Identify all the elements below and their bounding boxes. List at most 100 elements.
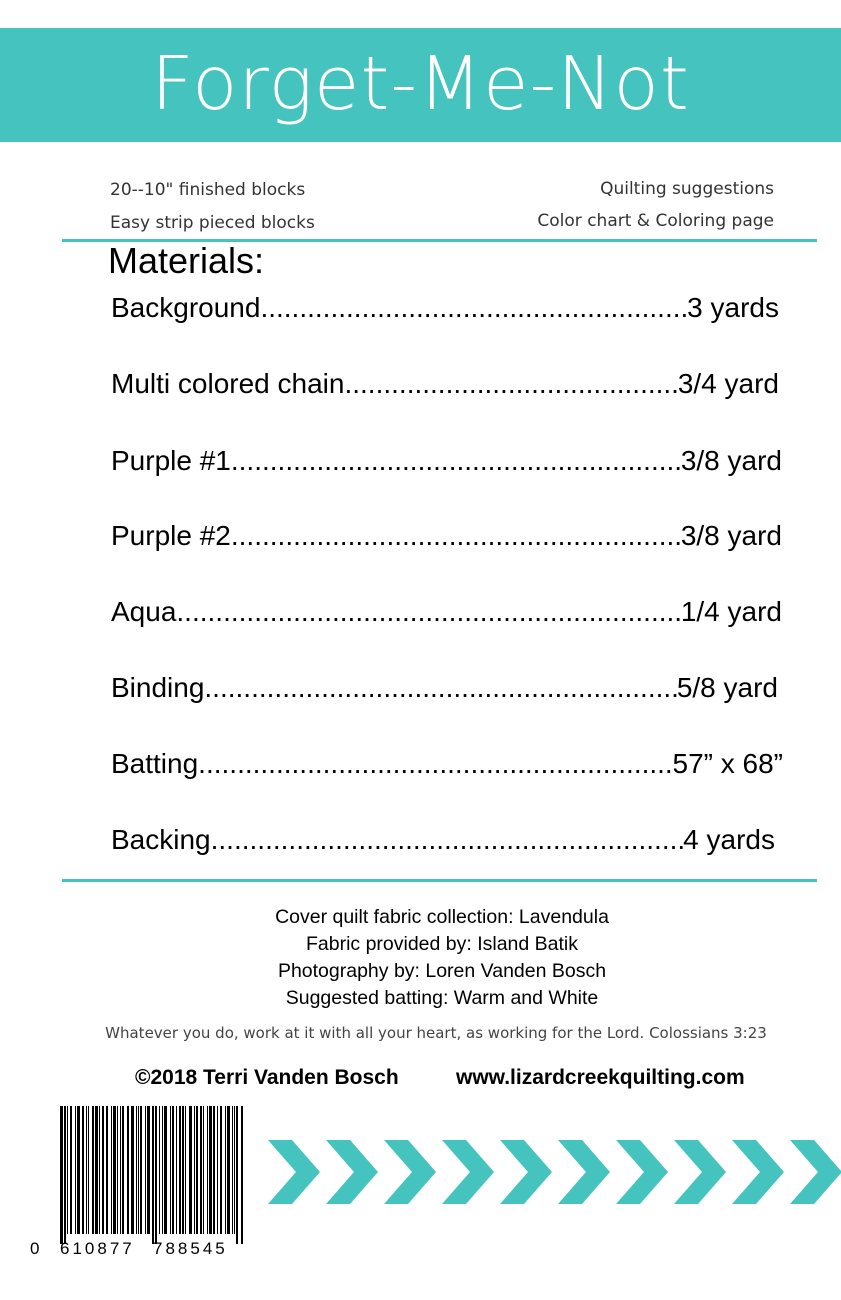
- barcode-bar: [203, 1106, 204, 1234]
- barcode-bar: [138, 1106, 139, 1234]
- barcode-bar: [67, 1106, 68, 1234]
- material-amount: 4 yards: [683, 824, 775, 855]
- dot-leader: ........................................…: [210, 824, 684, 855]
- material-row-background: Background .............................…: [111, 292, 779, 324]
- barcode-bar: [182, 1106, 184, 1234]
- dot-leader: ........................................…: [198, 748, 673, 779]
- barcode-bar: [170, 1106, 171, 1234]
- pattern-title: Forget-Me-Not: [151, 41, 690, 127]
- material-name: Multi colored chain: [111, 368, 345, 399]
- barcode-bar: [234, 1106, 235, 1234]
- top-divider: [62, 239, 817, 242]
- barcode-bar: [127, 1106, 129, 1234]
- credit-photography: Photography by: Loren Vanden Bosch: [277, 960, 607, 982]
- barcode-bar: [196, 1106, 198, 1234]
- barcode-bar: [209, 1106, 212, 1234]
- barcode-bar: [220, 1106, 222, 1234]
- material-amount: 3/4 yard: [677, 368, 779, 399]
- material-row-backing: Backing ................................…: [111, 824, 775, 856]
- material-row-aqua: Aqua ...................................…: [111, 596, 782, 628]
- barcode-bar: [189, 1106, 192, 1234]
- barcode-bar: [111, 1106, 112, 1234]
- credit-fabric-provider: Fabric provided by: Island Batik: [305, 933, 579, 955]
- barcode-bar: [241, 1106, 243, 1244]
- material-amount: 3/8 yard: [680, 445, 782, 476]
- materials-heading: Materials:: [108, 240, 265, 281]
- bible-verse: Whatever you do, work at it with all you…: [105, 1024, 767, 1042]
- barcode-bar: [172, 1106, 174, 1234]
- chevron-arrow: [326, 1140, 378, 1204]
- website-url: www.lizardcreekquilting.com: [456, 1066, 745, 1089]
- barcode-bar: [60, 1106, 63, 1244]
- barcode-bar: [147, 1106, 150, 1234]
- chevron-arrow: [500, 1140, 552, 1204]
- barcode-bar: [131, 1106, 134, 1234]
- dot-leader: ........................................…: [204, 672, 676, 703]
- barcode-bar: [227, 1106, 230, 1234]
- dot-leader: ........................................…: [344, 368, 677, 399]
- barcode-bar: [185, 1106, 186, 1234]
- credit-fabric-collection: Cover quilt fabric collection: Lavendula: [275, 906, 609, 928]
- material-amount: 1/4 yard: [680, 596, 782, 627]
- material-name: Purple #2: [111, 520, 231, 551]
- barcode: 0 610877 788545: [30, 1106, 243, 1256]
- material-row-binding: Binding ................................…: [111, 672, 778, 704]
- material-name: Background: [111, 292, 261, 323]
- barcode-bar: [99, 1106, 100, 1234]
- barcode-bar: [82, 1106, 84, 1234]
- material-row-batting: Batting ................................…: [111, 748, 783, 780]
- barcode-digits-left: 610877: [60, 1239, 135, 1256]
- barcode-bar: [225, 1106, 226, 1234]
- barcode-bar: [64, 1106, 66, 1244]
- barcode-bar: [213, 1106, 215, 1234]
- barcode-bar: [86, 1106, 87, 1234]
- barcode-bars: [60, 1106, 243, 1244]
- material-name: Binding: [111, 672, 205, 703]
- barcode-bar: [176, 1106, 177, 1234]
- chevron-arrow: [268, 1140, 320, 1204]
- barcode-bar: [92, 1106, 94, 1234]
- barcode-bar: [194, 1106, 195, 1234]
- barcode-bar: [77, 1106, 80, 1234]
- dot-leader: ........................................…: [230, 445, 681, 476]
- barcode-bar: [117, 1106, 118, 1234]
- material-name: Backing: [111, 824, 211, 855]
- barcode-bar: [102, 1106, 104, 1234]
- barcode-bar: [113, 1106, 116, 1234]
- chevron-arrows: [268, 1140, 841, 1204]
- material-amount: 3/8 yard: [680, 520, 782, 551]
- barcode-bar: [236, 1106, 238, 1244]
- credits-block: Cover quilt fabric collection: Lavendula…: [0, 904, 841, 1012]
- feature-strip-pieced: Easy strip pieced blocks: [110, 213, 315, 233]
- chevron-arrow: [442, 1140, 494, 1204]
- barcode-bar: [88, 1106, 89, 1234]
- material-name: Aqua: [111, 596, 177, 627]
- chevron-arrow: [674, 1140, 726, 1204]
- bottom-divider: [62, 879, 817, 882]
- barcode-bar: [162, 1106, 163, 1234]
- chevron-arrow: [558, 1140, 610, 1204]
- barcode-bar: [140, 1106, 142, 1234]
- dot-leader: ........................................…: [260, 292, 688, 323]
- chevron-arrow: [384, 1140, 436, 1204]
- barcode-bar: [95, 1106, 98, 1234]
- barcode-bar: [232, 1106, 233, 1234]
- barcode-bar: [200, 1106, 202, 1234]
- barcode-bar: [120, 1106, 121, 1234]
- barcode-digit-lead: 0: [30, 1239, 39, 1256]
- barcode-bar: [106, 1106, 108, 1234]
- barcode-bar: [152, 1106, 154, 1244]
- material-amount: 57” x 68”: [672, 748, 784, 779]
- chevron-arrow: [616, 1140, 668, 1204]
- chevron-border: [268, 1140, 841, 1204]
- dot-leader: ........................................…: [230, 520, 681, 551]
- chevron-arrow: [732, 1140, 784, 1204]
- copyright: ©2018 Terri Vanden Bosch: [135, 1066, 399, 1089]
- barcode-digits-right: 788545: [153, 1239, 228, 1256]
- material-amount: 5/8 yard: [676, 672, 778, 703]
- feature-quilting-suggestions: Quilting suggestions: [600, 179, 774, 199]
- material-name: Purple #1: [111, 445, 231, 476]
- chevron-arrow: [790, 1140, 841, 1204]
- barcode-bar: [70, 1106, 72, 1234]
- credit-batting: Suggested batting: Warm and White: [285, 987, 599, 1009]
